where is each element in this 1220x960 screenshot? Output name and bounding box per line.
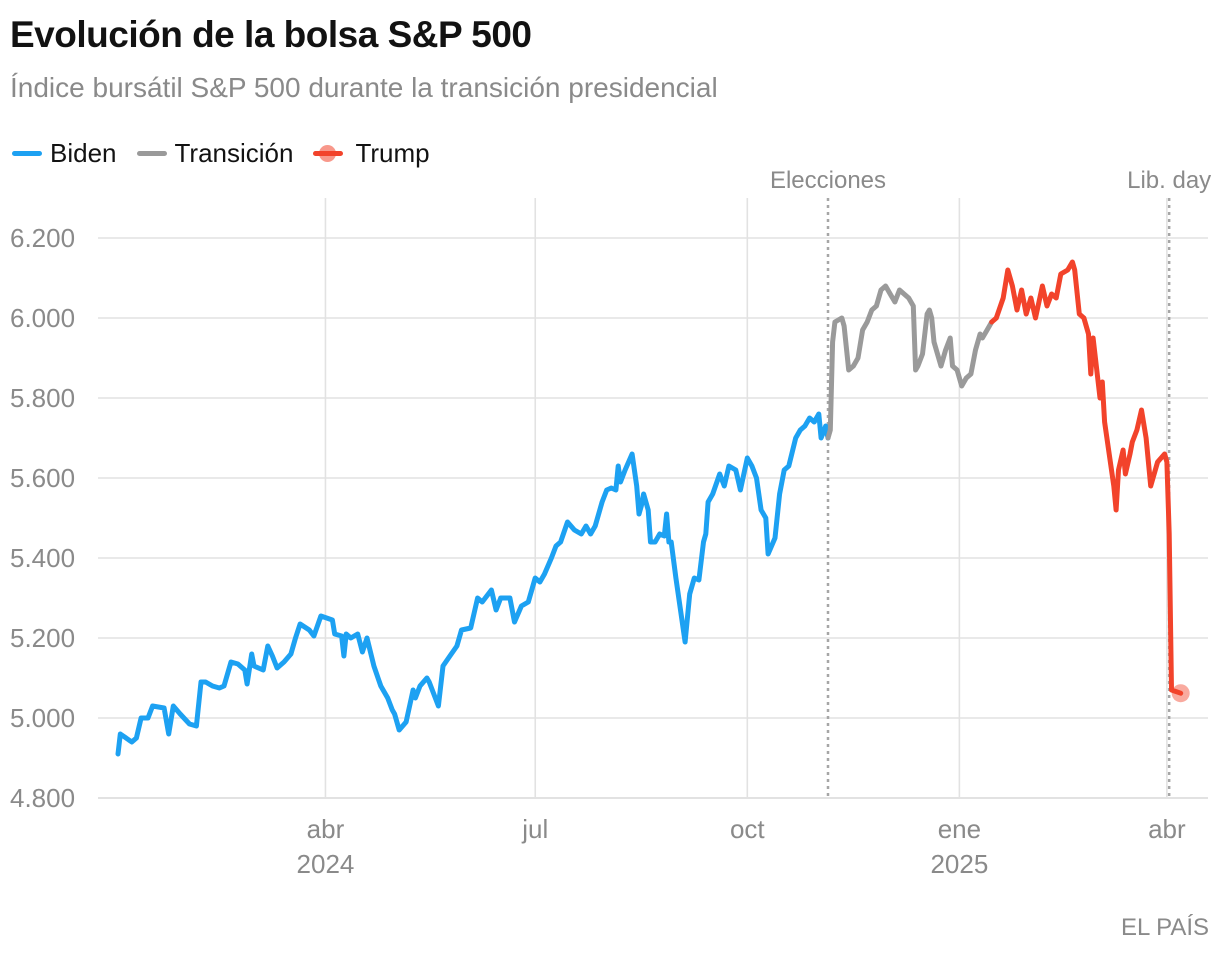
x-tick-label: ene [938,814,981,844]
series-line-biden [115,411,831,757]
end-point-marker [1171,684,1190,703]
legend: Biden Transición Trump [12,138,450,169]
legend-swatch-trump [313,145,344,162]
legend-item-transicion: Transición [136,138,294,169]
series-line-trump [989,259,1184,696]
series-line-transicion [825,283,995,441]
legend-label-transicion: Transición [174,138,294,168]
x-tick-label: abr [307,814,345,844]
x-tick-label: abr [1148,814,1186,844]
y-tick-label: 5.800 [10,383,75,413]
annotation-label: Elecciones [770,167,886,194]
source-credit: EL PAÍS [1120,914,1209,941]
x-tick-label: jul [521,814,548,844]
legend-swatch-transicion [136,151,167,156]
chart-title: Evolución de la bolsa S&P 500 [10,14,532,55]
x-tick-label: oct [730,814,765,844]
y-tick-label: 6.000 [10,303,75,333]
annotation-label: Lib. day [1127,167,1211,194]
legend-item-biden: Biden [12,138,117,169]
x-tick-year-label: 2025 [930,849,988,879]
y-tick-label: 5.600 [10,463,75,493]
y-tick-label: 4.800 [10,783,75,813]
legend-label-trump: Trump [355,138,430,168]
y-tick-label: 5.200 [10,623,75,653]
y-tick-label: 5.000 [10,703,75,733]
y-tick-label: 6.200 [10,223,75,253]
y-tick-label: 5.400 [10,543,75,573]
legend-item-trump: Trump [313,138,430,169]
chart-subtitle: Índice bursátil S&P 500 durante la trans… [10,72,718,103]
legend-label-biden: Biden [50,138,117,168]
legend-swatch-biden [12,151,42,156]
x-tick-year-label: 2024 [297,849,355,879]
